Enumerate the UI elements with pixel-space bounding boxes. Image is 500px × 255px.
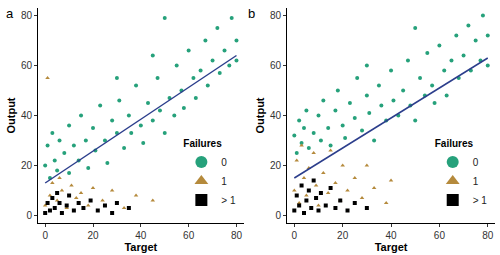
svg-text:1: 1 <box>473 176 479 187</box>
svg-text:80: 80 <box>21 10 33 21</box>
svg-text:b: b <box>248 6 255 21</box>
svg-text:80: 80 <box>482 230 494 241</box>
svg-text:a: a <box>6 6 14 21</box>
svg-text:60: 60 <box>183 230 195 241</box>
svg-text:0: 0 <box>26 210 32 221</box>
svg-text:0: 0 <box>276 210 282 221</box>
svg-text:20: 20 <box>21 160 33 171</box>
svg-text:80: 80 <box>231 230 243 241</box>
svg-text:40: 40 <box>135 230 147 241</box>
svg-text:20: 20 <box>87 230 99 241</box>
svg-text:40: 40 <box>21 110 33 121</box>
svg-text:Output: Output <box>5 97 17 133</box>
svg-text:60: 60 <box>21 60 33 71</box>
svg-text:60: 60 <box>434 230 446 241</box>
svg-text:> 1: > 1 <box>473 195 488 206</box>
svg-text:40: 40 <box>270 110 282 121</box>
svg-text:0: 0 <box>473 157 479 168</box>
svg-text:Failures: Failures <box>183 138 222 149</box>
svg-text:1: 1 <box>221 176 227 187</box>
svg-text:20: 20 <box>270 160 282 171</box>
svg-text:> 1: > 1 <box>221 195 236 206</box>
svg-text:80: 80 <box>270 10 282 21</box>
svg-text:Failures: Failures <box>435 138 474 149</box>
svg-text:40: 40 <box>385 230 397 241</box>
svg-text:0: 0 <box>221 157 227 168</box>
svg-text:60: 60 <box>270 60 282 71</box>
svg-text:0: 0 <box>292 230 298 241</box>
svg-text:Target: Target <box>124 241 157 253</box>
svg-text:0: 0 <box>42 230 48 241</box>
svg-text:Output: Output <box>254 97 266 133</box>
svg-text:20: 20 <box>337 230 349 241</box>
svg-text:Target: Target <box>375 241 408 253</box>
